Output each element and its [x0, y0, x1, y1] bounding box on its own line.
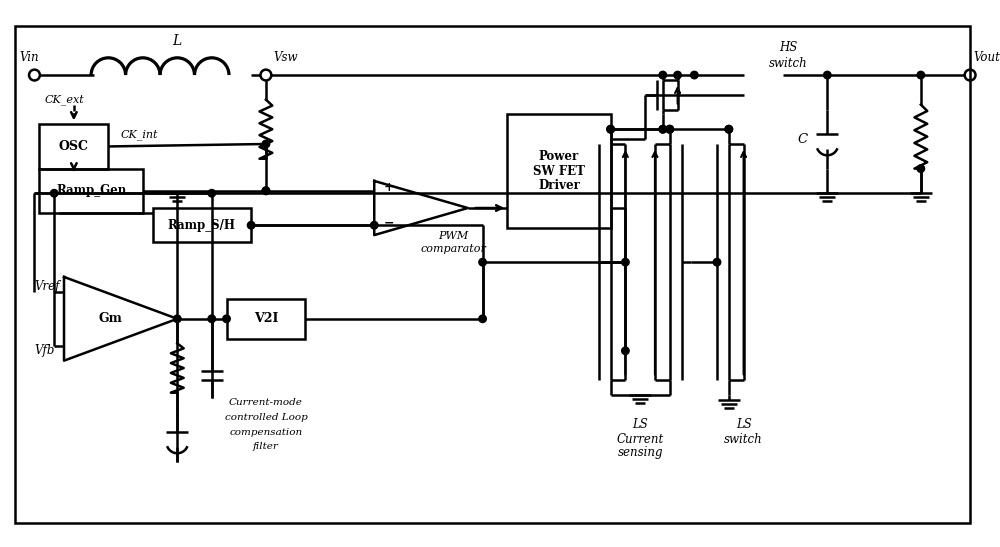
Circle shape — [691, 71, 698, 79]
Text: switch: switch — [724, 433, 763, 446]
Text: filter: filter — [253, 443, 279, 451]
Circle shape — [713, 258, 721, 266]
Text: C: C — [798, 132, 808, 146]
Circle shape — [666, 125, 673, 133]
Text: SW FET: SW FET — [533, 165, 585, 178]
Bar — [39, 168, 143, 213]
Circle shape — [674, 71, 681, 79]
Circle shape — [223, 315, 230, 323]
Circle shape — [174, 315, 181, 323]
Text: V2I: V2I — [254, 312, 278, 325]
Text: LS: LS — [632, 418, 648, 431]
Circle shape — [247, 222, 255, 229]
Circle shape — [262, 140, 270, 148]
Circle shape — [371, 222, 378, 229]
Circle shape — [479, 258, 486, 266]
Circle shape — [659, 125, 667, 133]
Bar — [507, 114, 611, 228]
Text: Current-mode: Current-mode — [229, 398, 303, 407]
Text: OSC: OSC — [59, 140, 89, 153]
Circle shape — [622, 258, 629, 266]
Text: Vref: Vref — [34, 280, 60, 293]
Circle shape — [208, 315, 215, 323]
Text: +: + — [384, 181, 394, 194]
Text: Gm: Gm — [99, 312, 123, 325]
Text: CK_ext: CK_ext — [44, 94, 84, 105]
Circle shape — [917, 165, 925, 172]
Bar — [227, 299, 305, 339]
Text: Current: Current — [617, 433, 664, 446]
Text: controlled Loop: controlled Loop — [225, 413, 307, 422]
Text: comparator: comparator — [420, 245, 486, 254]
Circle shape — [659, 71, 667, 79]
Bar — [39, 124, 108, 168]
Text: PWM: PWM — [438, 231, 468, 241]
Text: Ramp_Gen: Ramp_Gen — [56, 184, 126, 197]
Circle shape — [725, 125, 733, 133]
Circle shape — [666, 125, 673, 133]
Circle shape — [659, 125, 667, 133]
Circle shape — [917, 71, 925, 79]
Circle shape — [607, 125, 614, 133]
Circle shape — [725, 125, 733, 133]
Bar — [153, 208, 251, 242]
Text: −: − — [384, 217, 394, 230]
Circle shape — [208, 189, 215, 197]
Text: Power: Power — [539, 150, 579, 163]
Circle shape — [262, 187, 270, 195]
Text: Driver: Driver — [538, 179, 580, 193]
Text: switch: switch — [769, 57, 807, 69]
Circle shape — [622, 347, 629, 354]
Text: Vin: Vin — [20, 51, 39, 64]
Circle shape — [824, 71, 831, 79]
Circle shape — [50, 189, 58, 197]
Text: CK_int: CK_int — [120, 129, 158, 139]
Circle shape — [262, 187, 270, 195]
Text: Vfb: Vfb — [34, 344, 55, 357]
Text: sensing: sensing — [617, 446, 663, 459]
Text: LS: LS — [736, 418, 751, 431]
Circle shape — [479, 315, 486, 323]
Text: compensation: compensation — [229, 428, 302, 437]
Circle shape — [666, 125, 673, 133]
Text: Vout: Vout — [973, 51, 1000, 64]
Circle shape — [607, 125, 614, 133]
Text: HS: HS — [779, 41, 797, 54]
Text: L: L — [173, 33, 182, 48]
Text: Vsw: Vsw — [274, 51, 298, 64]
Text: Ramp_S/H: Ramp_S/H — [168, 219, 236, 232]
